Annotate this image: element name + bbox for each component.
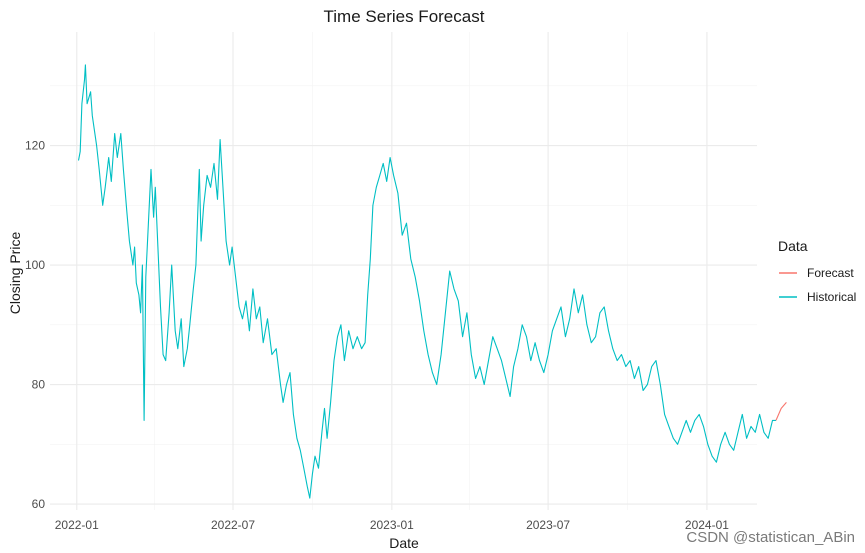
x-tick-labels: 2022-01 2022-07 2023-01 2023-07 2024-01 [55, 518, 730, 532]
x-tick-label: 2022-07 [211, 518, 255, 532]
y-tick-label: 80 [32, 378, 46, 392]
chart-title: Time Series Forecast [324, 7, 485, 26]
series-line-historical [77, 64, 776, 499]
series-layer [77, 64, 787, 499]
legend: Data Forecast Historical [778, 238, 856, 304]
series-line-forecast [775, 402, 787, 421]
x-axis-title: Date [389, 535, 419, 551]
major-gridlines [50, 32, 757, 510]
legend-label-forecast: Forecast [807, 266, 854, 280]
y-tick-label: 100 [25, 258, 45, 272]
x-tick-label: 2024-01 [685, 518, 729, 532]
minor-gridlines [50, 32, 757, 510]
x-tick-label: 2022-01 [55, 518, 99, 532]
x-tick-label: 2023-07 [526, 518, 570, 532]
y-tick-label: 120 [25, 139, 45, 153]
y-axis-title: Closing Price [7, 232, 23, 315]
legend-title: Data [778, 238, 808, 254]
x-tick-label: 2023-01 [370, 518, 414, 532]
y-tick-label: 60 [32, 497, 46, 511]
legend-label-historical: Historical [807, 290, 856, 304]
watermark: CSDN @statistican_ABin [686, 529, 855, 546]
y-tick-labels: 60 80 100 120 [25, 139, 45, 512]
